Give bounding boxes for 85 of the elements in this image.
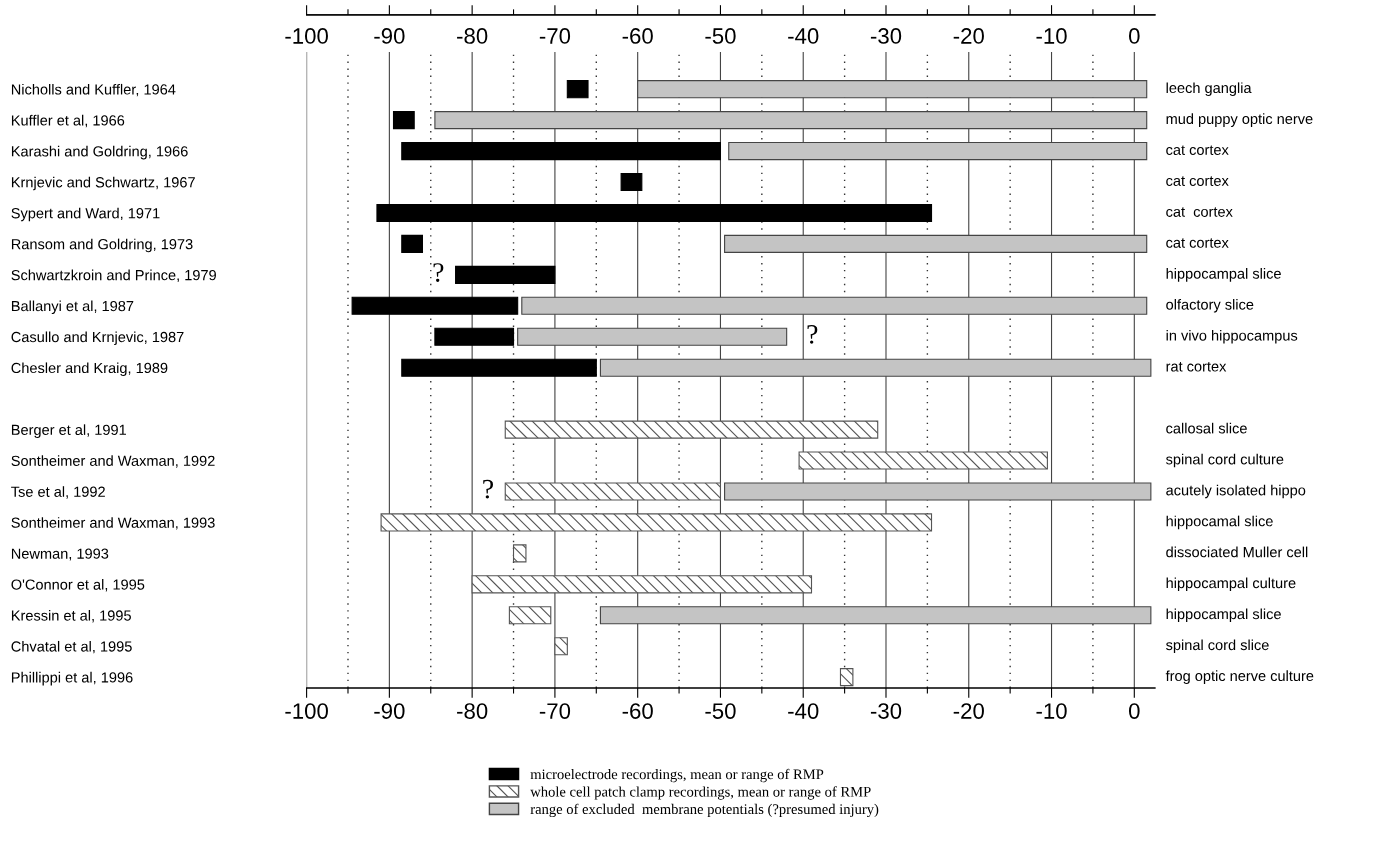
x-tick-label: 0	[1129, 703, 1140, 719]
y-tick-label: Krnjevic and Schwartz, 1967	[11, 176, 195, 191]
x2-tick-label: -100	[285, 28, 328, 44]
y-tick-label: Phillippi et al, 1996	[11, 671, 133, 686]
text: in vivo hippocampus	[1166, 329, 1298, 344]
bar	[508, 606, 552, 625]
x-tick-label: -70	[539, 703, 571, 719]
x2-tick-label: -50	[705, 28, 736, 44]
bar	[401, 142, 722, 161]
y-tick-label: Ransom and Goldring, 1973	[11, 238, 193, 253]
x-tick-label: -30	[870, 703, 902, 719]
text: mud puppy optic nerve	[1166, 113, 1313, 127]
bar	[504, 482, 722, 501]
bar	[401, 234, 424, 253]
y-tick-label: Sontheimer and Waxman, 1992	[11, 455, 215, 468]
y-tick-label: Casullo and Krnjevic, 1987	[11, 331, 184, 346]
x-tick-label: -100	[285, 703, 328, 719]
y-tick-label: Berger et al, 1991	[11, 424, 126, 438]
y-tick-label: Schwartzkroin and Prince, 1979	[11, 269, 216, 283]
text: dissociated Muller cell	[1166, 546, 1308, 558]
text: acutely isolated hippo	[1166, 484, 1306, 499]
y-tick-label: Ballanyi et al, 1987	[11, 300, 134, 315]
y-tick-label: Sontheimer and Waxman, 1993	[11, 517, 215, 530]
y-tick-label: Nicholls and Kuffler, 1964	[11, 83, 176, 97]
y-tick-label: Newman, 1993	[11, 548, 109, 561]
y-tick-label: Kuffler et al, 1966	[11, 114, 125, 128]
legend-label: microelectrode recordings, mean or range of RMP	[530, 768, 824, 783]
y-tick-label: O'Connor et al, 1995	[11, 579, 145, 592]
text: hippocampal slice	[1166, 608, 1281, 623]
text: cat cortex	[1166, 207, 1233, 217]
legend-label: whole cell patch clamp recordings, mean or range of RMP	[530, 786, 871, 800]
annotation: ?	[807, 325, 818, 344]
bar	[839, 668, 854, 687]
x-tick-label: -60	[622, 703, 653, 719]
x-tick-label: -10	[1036, 703, 1067, 719]
y-tick-label: Tse et al, 1992	[11, 486, 105, 499]
bar	[798, 451, 1048, 470]
text: leech ganglia	[1166, 82, 1252, 96]
y-tick-label: Karashi and Goldring, 1966	[11, 145, 188, 160]
annotation: ?	[483, 479, 493, 499]
text: spinal cord culture	[1166, 453, 1284, 468]
text: hippocamal slice	[1166, 515, 1273, 530]
bar	[455, 265, 556, 284]
x2-tick-label: -70	[539, 28, 571, 44]
text: spinal cord slice	[1166, 639, 1269, 654]
x-tick-label: -90	[374, 703, 405, 719]
text: rat cortex	[1166, 362, 1227, 372]
y-tick-label: Chesler and Kraig, 1989	[11, 362, 168, 377]
bar	[376, 203, 933, 223]
bar	[566, 80, 589, 99]
bar	[434, 327, 515, 346]
x2-tick-label: -10	[1036, 28, 1067, 44]
bar	[401, 358, 597, 377]
text: cat cortex	[1166, 176, 1229, 186]
y-tick-label: Sypert and Ward, 1971	[11, 207, 160, 222]
annotation: ?	[433, 263, 444, 282]
x2-tick-label: -30	[870, 28, 902, 44]
x2-tick-label: -40	[788, 28, 819, 44]
text: callosal slice	[1166, 422, 1247, 434]
x2-tick-label: -20	[953, 28, 984, 44]
text: hippocampal slice	[1166, 268, 1281, 282]
x-tick-label: -50	[705, 703, 736, 719]
text: cat cortex	[1166, 238, 1229, 248]
x2-tick-label: -60	[622, 28, 653, 44]
x-tick-label: -20	[953, 703, 984, 719]
legend-label: range of excluded membrane potentials (?presumed injury)	[530, 803, 879, 818]
bar	[620, 172, 643, 192]
bar	[512, 544, 527, 563]
bar	[504, 420, 879, 439]
bar	[380, 513, 933, 532]
y-tick-label: Chvatal et al, 1995	[11, 640, 132, 654]
bar	[471, 575, 813, 594]
bar	[351, 296, 519, 315]
x2-tick-label: 0	[1129, 28, 1140, 44]
bar	[392, 111, 415, 130]
text: hippocampal culture	[1166, 577, 1296, 592]
x-tick-label: -80	[457, 703, 488, 719]
text: olfactory slice	[1166, 299, 1254, 313]
x2-tick-label: -90	[374, 28, 405, 44]
text: cat cortex	[1166, 145, 1229, 155]
x2-tick-label: -80	[457, 28, 488, 44]
text: frog optic nerve culture	[1165, 670, 1314, 684]
y-tick-label: Kressin et al, 1995	[11, 609, 131, 623]
x-tick-label: -40	[788, 703, 819, 719]
bar	[554, 637, 568, 656]
